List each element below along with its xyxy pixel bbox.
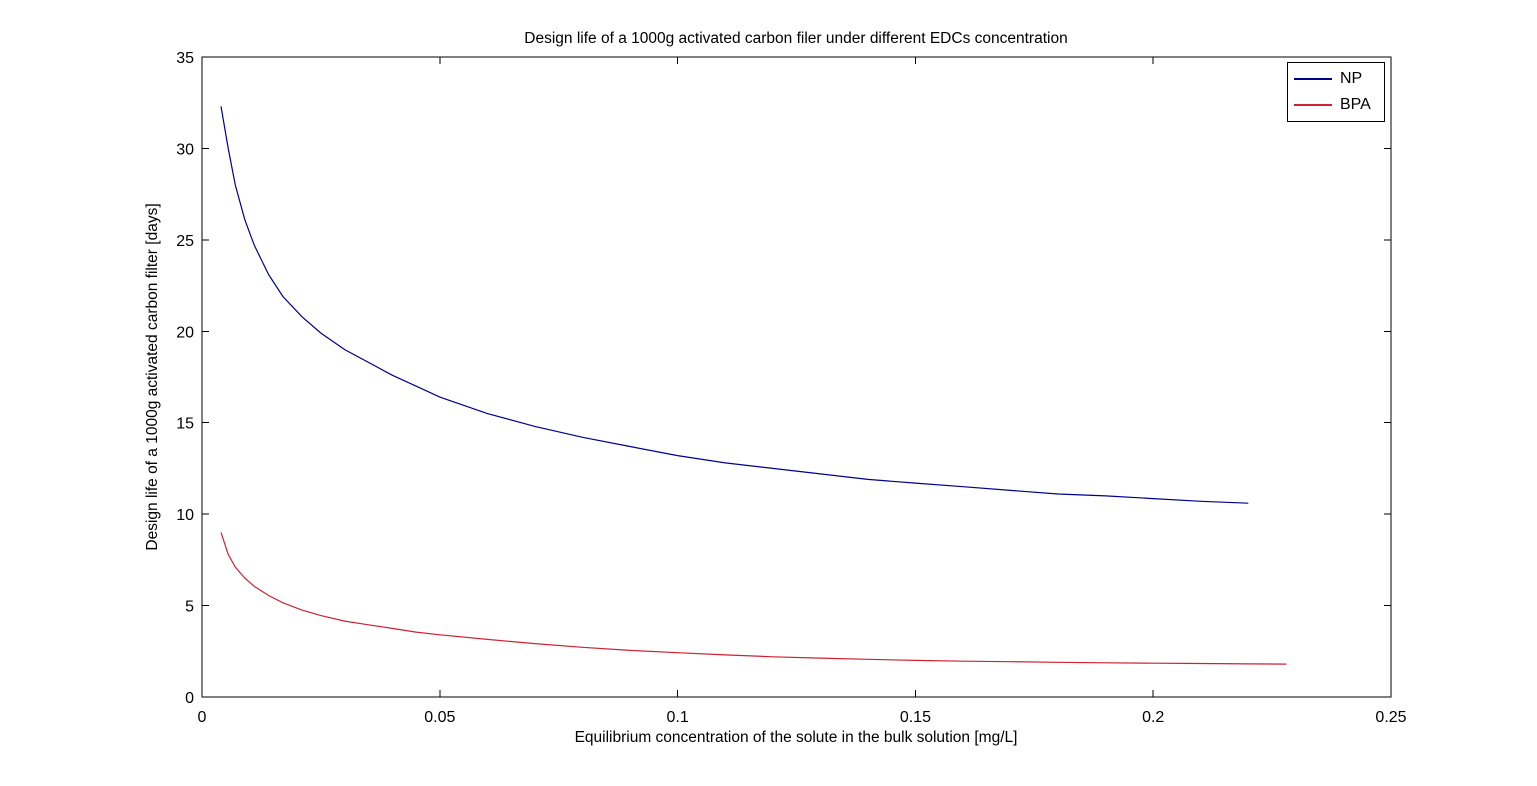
series-layer — [220, 106, 1287, 665]
ticks-layer: 0 0.05 0.1 0.15 0.2 0.25 0 5 10 15 20 25 30 35 — [176, 50, 1406, 726]
x-tick-label: 0.25 — [1375, 709, 1406, 726]
y-tick-label: 20 — [176, 324, 194, 341]
x-tick-label: 0.1 — [666, 709, 688, 726]
y-tick-label: 25 — [176, 233, 194, 250]
legend: NP BPA — [1287, 62, 1385, 122]
np-legend-label: NP — [1340, 70, 1363, 87]
np-line-swatch — [1294, 78, 1332, 80]
series-line-np — [220, 106, 1249, 504]
series-line-bpa — [220, 532, 1287, 665]
y-tick-label: 0 — [185, 690, 194, 707]
legend-entry-bpa: BPA — [1294, 97, 1378, 113]
x-tick-label: 0.15 — [900, 709, 931, 726]
y-axis-label: Design life of a 1000g activated carbon … — [144, 203, 161, 550]
x-tick-label: 0.2 — [1142, 709, 1164, 726]
bpa-line-swatch — [1294, 104, 1332, 106]
y-tick-label: 5 — [185, 599, 194, 616]
y-tick-label: 35 — [176, 50, 194, 67]
legend-entry-np: NP — [1294, 71, 1378, 87]
x-axis-label: Equilibrium concentration of the solute … — [575, 729, 1018, 746]
x-tick-label: 0 — [198, 709, 207, 726]
plot-area — [201, 56, 1392, 698]
bpa-legend-label: BPA — [1340, 96, 1371, 113]
y-tick-label: 15 — [176, 416, 194, 433]
y-tick-label: 30 — [176, 141, 194, 158]
chart-title: Design life of a 1000g activated carbon … — [524, 30, 1067, 47]
x-tick-label: 0.05 — [424, 709, 455, 726]
y-tick-label: 10 — [176, 507, 194, 524]
